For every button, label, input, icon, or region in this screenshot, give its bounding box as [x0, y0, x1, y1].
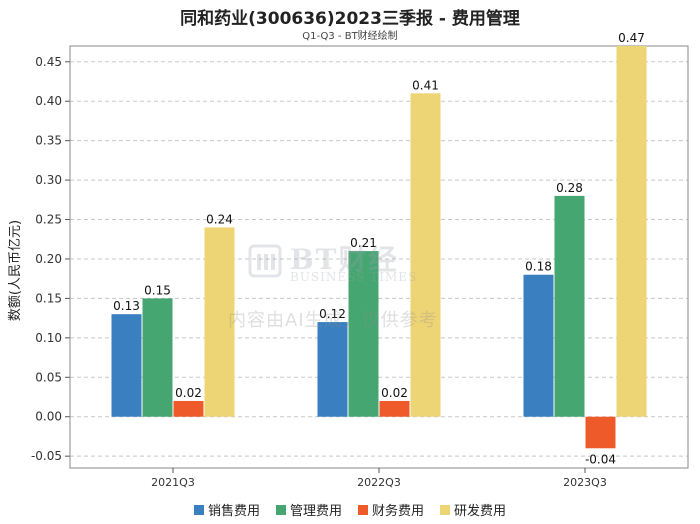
y-tick-label: 0.00: [35, 410, 62, 424]
x-tick-label: 2023Q3: [563, 476, 607, 489]
chart-title: 同和药业(300636)2023三季报 - 费用管理: [180, 9, 520, 29]
data-label: 0.12: [319, 307, 346, 321]
data-label: 0.24: [206, 212, 233, 226]
bar: [142, 298, 173, 417]
legend: 销售费用 管理费用 财务费用 研发费用: [0, 500, 700, 519]
y-tick-label: 0.05: [35, 370, 62, 384]
data-label: 0.13: [113, 299, 140, 313]
y-tick-label: 0.10: [35, 331, 62, 345]
bar: [111, 314, 142, 417]
chart-subtitle: Q1-Q3 - BT财经绘制: [302, 31, 398, 42]
legend-label-admin: 管理费用: [289, 504, 342, 519]
bar: [554, 195, 585, 417]
bar: [348, 251, 379, 417]
y-tick-label: 0.20: [35, 252, 62, 266]
bar: [616, 46, 647, 417]
data-label: 0.28: [556, 181, 583, 195]
data-label: 0.18: [525, 260, 552, 274]
legend-label-sales: 销售费用: [207, 504, 260, 519]
x-tick-label: 2022Q3: [357, 476, 401, 489]
y-tick-label: 0.15: [35, 291, 62, 305]
bar: [204, 227, 235, 417]
x-tick-label: 2021Q3: [151, 476, 195, 489]
legend-swatch-rnd: [440, 504, 451, 515]
data-label: 0.02: [175, 386, 202, 400]
legend-label-finance: 财务费用: [372, 504, 425, 519]
legend-swatch-sales: [193, 504, 204, 515]
data-label: 0.02: [381, 386, 408, 400]
y-tick-label: 0.35: [35, 134, 62, 148]
y-tick-label: 0.25: [35, 213, 62, 227]
bar: [523, 274, 554, 417]
y-tick-label: 0.45: [35, 55, 62, 69]
legend-swatch-admin: [275, 504, 286, 515]
legend-item-sales[interactable]: 销售费用: [193, 500, 260, 519]
data-label: 0.47: [618, 31, 645, 45]
bar: [585, 416, 616, 449]
legend-label-rnd: 研发费用: [454, 504, 507, 519]
y-tick-label: 0.40: [35, 94, 62, 108]
legend-item-rnd[interactable]: 研发费用: [440, 500, 506, 519]
data-label: -0.04: [585, 452, 616, 466]
plot-area: [70, 46, 688, 468]
bar: [379, 400, 410, 417]
legend-item-finance[interactable]: 财务费用: [358, 500, 424, 519]
y-tick-label: 0.30: [35, 173, 62, 187]
legend-item-admin[interactable]: 管理费用: [275, 500, 342, 519]
data-label: 0.15: [144, 283, 171, 297]
y-tick-label: -0.05: [31, 449, 62, 463]
data-label: 0.21: [350, 236, 377, 250]
legend-swatch-finance: [358, 504, 368, 515]
bar: [173, 400, 204, 417]
data-label: 0.41: [412, 78, 439, 92]
bar: [410, 93, 441, 417]
bar: [317, 322, 348, 417]
